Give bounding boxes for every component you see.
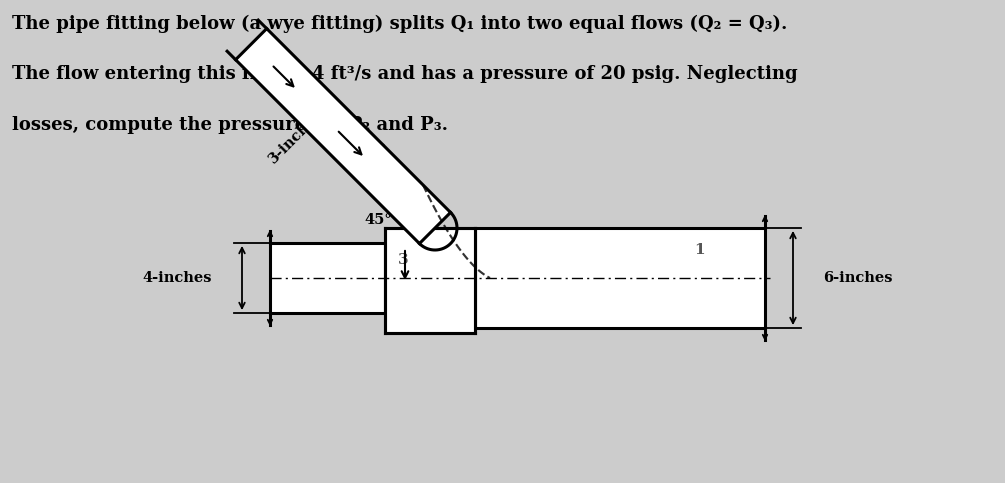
Text: 3-inches: 3-inches [266, 108, 326, 167]
Text: 6-inches: 6-inches [823, 271, 892, 285]
Text: 3: 3 [398, 253, 408, 267]
Polygon shape [385, 228, 475, 333]
Text: 1: 1 [694, 243, 706, 257]
Polygon shape [235, 28, 450, 243]
Text: The flow entering this fitting 4 ft³/s and has a pressure of 20 psig. Neglecting: The flow entering this fitting 4 ft³/s a… [12, 65, 798, 83]
Text: losses, compute the pressures at P₂ and P₃.: losses, compute the pressures at P₂ and … [12, 116, 448, 134]
Text: 45°: 45° [364, 213, 392, 227]
Text: 4-inches: 4-inches [143, 271, 212, 285]
Text: 2: 2 [376, 143, 387, 157]
Text: The pipe fitting below (a wye fitting) splits Q₁ into two equal flows (Q₂ = Q₃).: The pipe fitting below (a wye fitting) s… [12, 14, 788, 33]
Polygon shape [475, 228, 765, 328]
Polygon shape [270, 243, 385, 313]
